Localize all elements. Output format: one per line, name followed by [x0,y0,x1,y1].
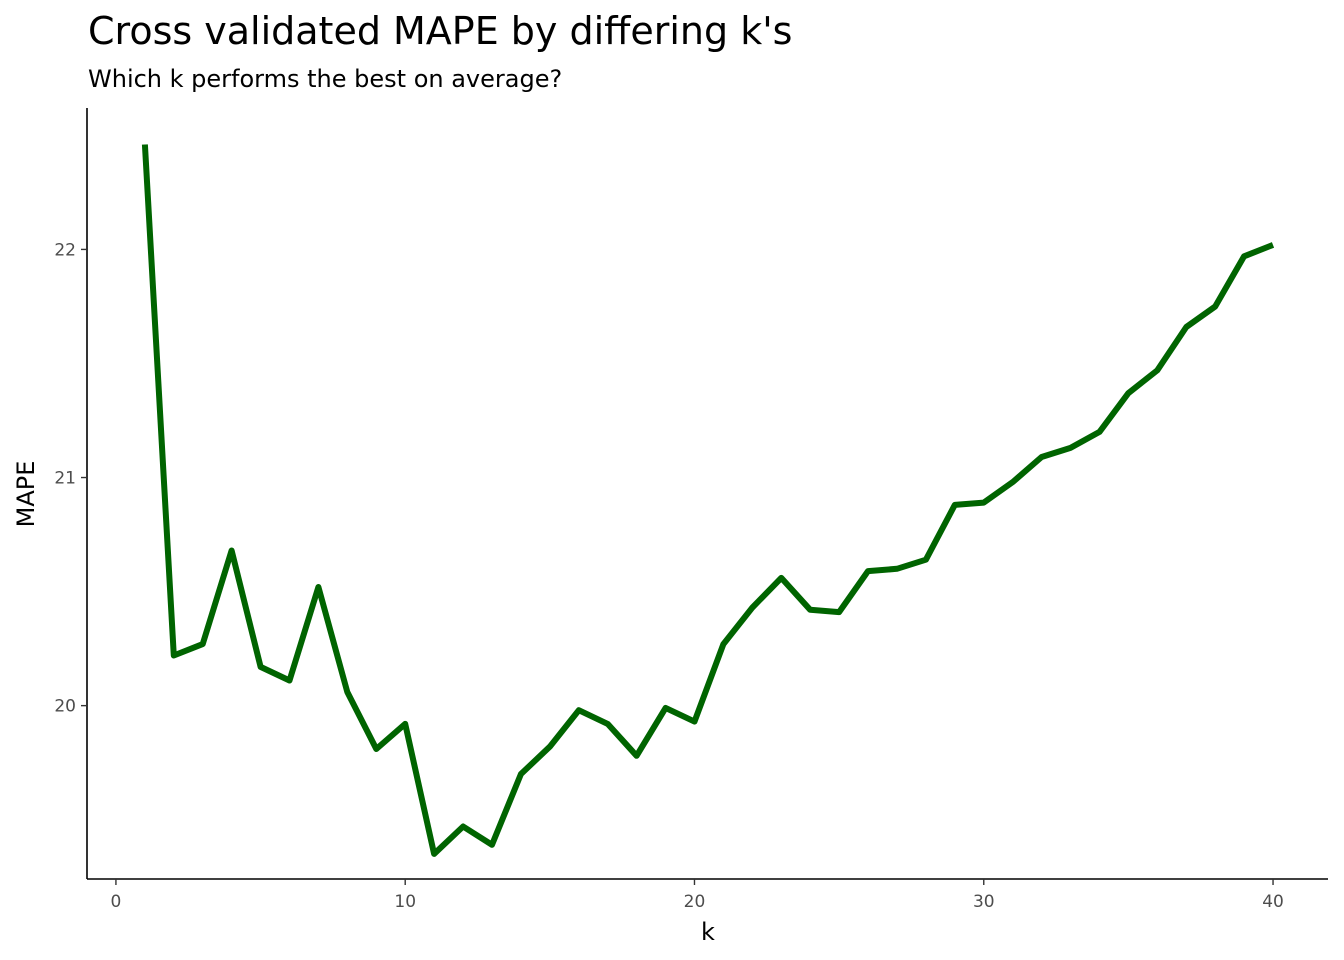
x-axis-label: k [701,918,715,946]
x-tick-label: 10 [394,892,416,912]
x-tick-label: 0 [111,892,122,912]
x-tick-label: 40 [1262,892,1284,912]
x-tick-label: 30 [973,892,995,912]
x-tick-label: 20 [684,892,706,912]
x-axis-ticks: 0 10 20 30 40 [111,879,1284,912]
y-axis-ticks: 20 21 22 [54,240,87,717]
chart-subtitle: Which k performs the best on average? [88,65,562,93]
mape-series-line [141,144,1275,857]
chart-title: Cross validated MAPE by differing k's [88,9,792,53]
series-layer [141,144,1275,857]
y-axis-label: MAPE [12,461,40,528]
y-tick-label: 21 [54,469,76,489]
y-tick-label: 20 [54,697,76,717]
y-tick-label: 22 [54,240,76,260]
plot-area: 20 21 22 0 10 20 30 40 [54,108,1328,912]
